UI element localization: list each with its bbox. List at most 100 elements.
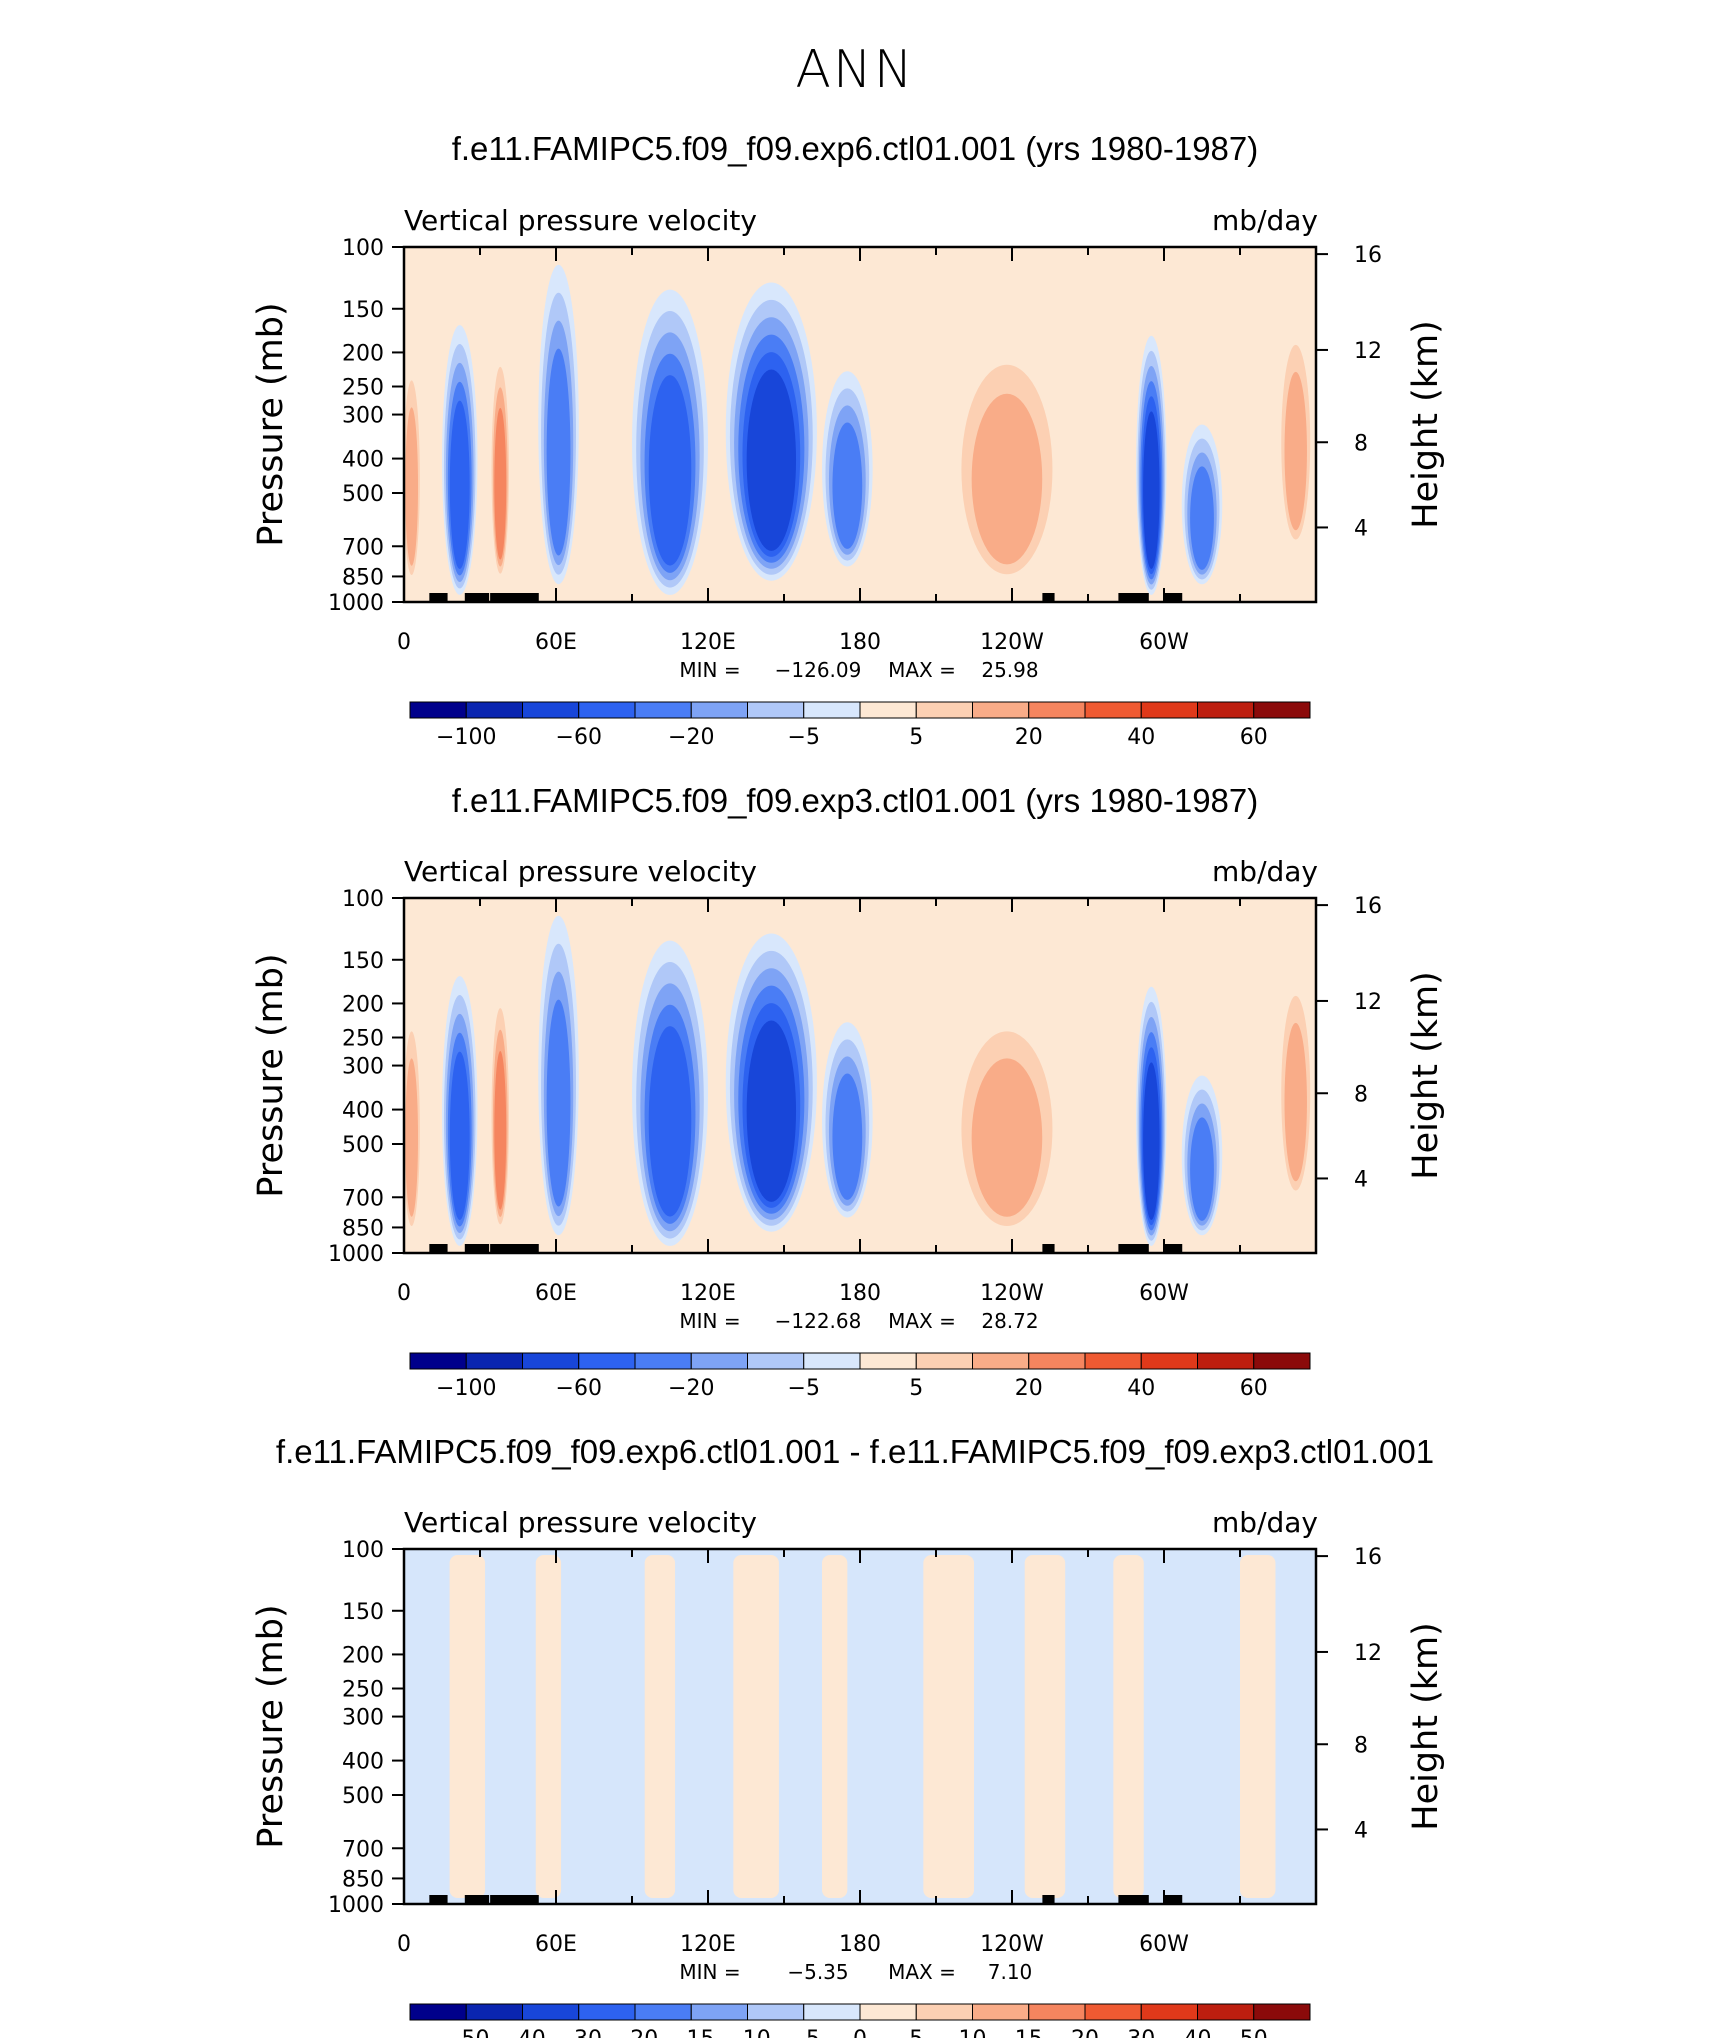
contour-level [971, 393, 1043, 565]
x-tick-label: 120W [980, 1281, 1044, 1306]
variable-label: Vertical pressure velocity [404, 855, 757, 888]
figure-title: ANN [795, 40, 915, 100]
colorbar-box [803, 701, 861, 719]
topography [1164, 1895, 1183, 1904]
y-axis-label: Pressure (mb) [251, 302, 291, 546]
colorbar-box [634, 1352, 692, 1370]
colorbar-box [747, 701, 805, 719]
colorbar-box [1084, 701, 1142, 719]
contour-level [1284, 371, 1307, 531]
topography [429, 1895, 448, 1904]
colorbar-box [972, 701, 1030, 719]
colorbar-label: −60 [556, 1376, 602, 1401]
colorbar-label: −100 [436, 725, 496, 750]
x-tick-label: 120E [680, 1281, 736, 1306]
colorbar-box [690, 1352, 748, 1370]
colorbar-label: 20 [1015, 1376, 1043, 1401]
contour-fills [449, 1555, 1276, 1898]
colorbar-label: 20 [1071, 2027, 1099, 2038]
colorbar-box [522, 701, 580, 719]
colorbar-box [915, 2003, 973, 2021]
colorbar-label: −30 [556, 2027, 602, 2038]
colorbar-box [1028, 701, 1086, 719]
topography [464, 1244, 490, 1253]
contour-fills [404, 264, 1314, 595]
colorbar-label: 5 [909, 1376, 923, 1401]
colorbar-label: 40 [1127, 1376, 1155, 1401]
colorbar-box [522, 1352, 580, 1370]
y-tick-label: 500 [342, 1133, 384, 1158]
x-tick-label: 60E [535, 630, 577, 655]
y-tick-label: 200 [342, 1643, 384, 1668]
colorbar-label: 40 [1184, 2027, 1212, 2038]
colorbar-label: −5 [788, 725, 820, 750]
y-tick-label: 500 [342, 1784, 384, 1809]
y-tick-label: 300 [342, 1706, 384, 1731]
y-tick-label: 700 [342, 1186, 384, 1211]
x-tick-label: 120W [980, 1932, 1044, 1957]
y2-tick-label: 12 [1354, 339, 1382, 364]
x-tick-label: 0 [397, 630, 411, 655]
panel-2-title: f.e11.FAMIPC5.f09_f09.exp3.ctl01.001 (yr… [451, 782, 1259, 819]
y-tick-label: 400 [342, 1099, 384, 1124]
colorbar-box [1140, 701, 1198, 719]
contour-level [546, 348, 571, 556]
colorbar-label: 0 [853, 2027, 867, 2038]
colorbar-box [1253, 2003, 1311, 2021]
y2-tick-label: 16 [1354, 894, 1382, 919]
colorbar-box [1253, 1352, 1311, 1370]
topography [1164, 593, 1183, 602]
topography [1042, 1244, 1055, 1253]
topography [429, 1244, 448, 1253]
x-tick-label: 180 [839, 1932, 881, 1957]
colorbar-box [803, 1352, 861, 1370]
y-tick-label: 200 [342, 992, 384, 1017]
y2-axis-label: Height (km) [1406, 320, 1446, 529]
colorbar-box [972, 2003, 1030, 2021]
y2-tick-label: 8 [1354, 431, 1368, 456]
y-tick-label: 1000 [328, 1893, 384, 1918]
colorbar-box [409, 701, 467, 719]
y-tick-label: 250 [342, 1027, 384, 1052]
x-tick-label: 180 [839, 1281, 881, 1306]
y2-tick-label: 12 [1354, 990, 1382, 1015]
contour-fills [404, 915, 1314, 1246]
panel-3 [392, 1547, 1328, 2021]
contour-level [494, 1051, 507, 1210]
colorbar-label: 15 [1015, 2027, 1043, 2038]
y-axis-label: Pressure (mb) [251, 1604, 291, 1848]
colorbar-label: 30 [1127, 2027, 1155, 2038]
y-axis-label: Pressure (mb) [251, 953, 291, 1197]
y-tick-label: 100 [342, 887, 384, 912]
colorbar-box [803, 2003, 861, 2021]
y-tick-label: 500 [342, 482, 384, 507]
variable-label: Vertical pressure velocity [404, 204, 757, 237]
topography [490, 1244, 527, 1253]
colorbar-box [1084, 2003, 1142, 2021]
colorbar-label: −40 [499, 2027, 545, 2038]
colorbar-label: 50 [1240, 2027, 1268, 2038]
units-label: mb/day [1212, 1506, 1318, 1539]
colorbar-label: −50 [443, 2027, 489, 2038]
y-tick-label: 150 [342, 949, 384, 974]
contour-level [746, 369, 797, 551]
topography [464, 1895, 490, 1904]
colorbar-box [634, 2003, 692, 2021]
x-tick-label: 60W [1139, 1281, 1189, 1306]
colorbar-box [690, 701, 748, 719]
topography [1042, 593, 1055, 602]
colorbar-box [522, 2003, 580, 2021]
x-tick-label: 0 [397, 1281, 411, 1306]
x-tick-label: 180 [839, 630, 881, 655]
y2-axis-label: Height (km) [1406, 1622, 1446, 1831]
contour-level [1143, 1062, 1160, 1220]
x-tick-label: 60E [535, 1932, 577, 1957]
variable-label: Vertical pressure velocity [404, 1506, 757, 1539]
contour-level [1024, 1555, 1066, 1898]
min-value: −126.09 [775, 658, 862, 682]
colorbar-box [1140, 1352, 1198, 1370]
colorbar-label: 40 [1127, 725, 1155, 750]
y2-tick-label: 16 [1354, 243, 1382, 268]
y-tick-label: 700 [342, 535, 384, 560]
colorbar-label: −10 [724, 2027, 770, 2038]
